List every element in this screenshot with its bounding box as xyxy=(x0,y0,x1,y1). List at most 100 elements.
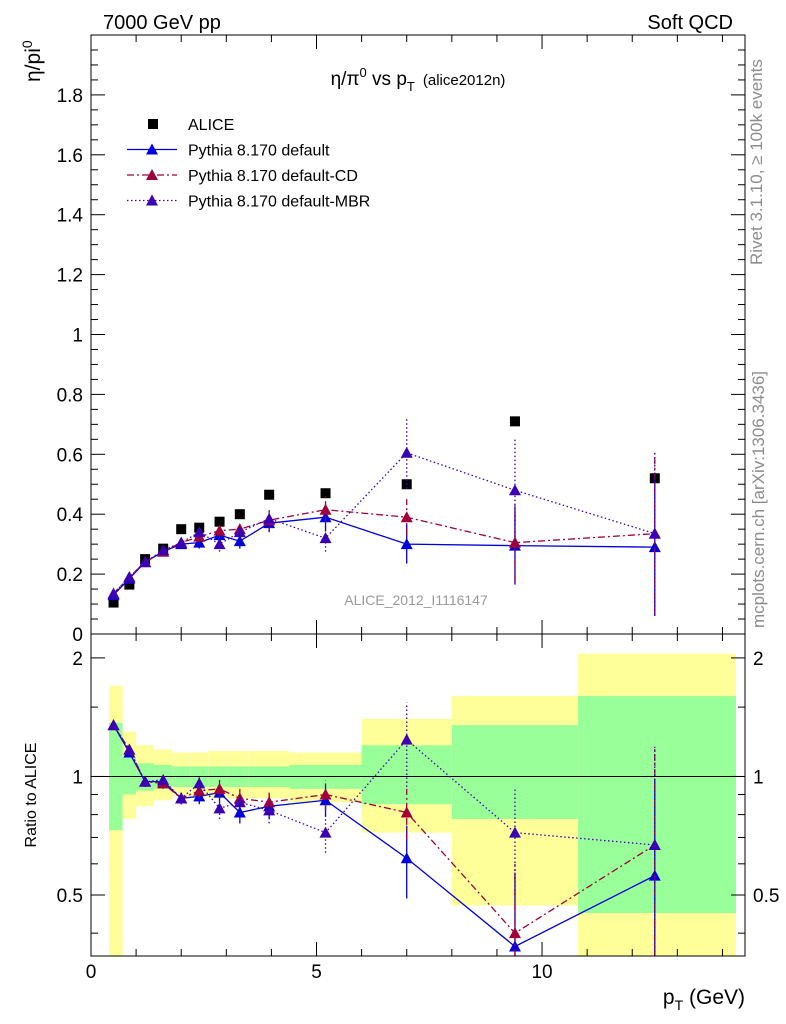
data-point-mbr xyxy=(139,556,152,568)
ratio-marks xyxy=(107,702,661,956)
legend-marker-cd xyxy=(146,169,158,180)
ratio-ytick-label-right: 2 xyxy=(753,649,764,670)
uncertainty-band-inner xyxy=(451,725,579,819)
data-point-mbr xyxy=(157,544,170,556)
main-ytick-label: 1 xyxy=(72,326,83,347)
data-point-mbr xyxy=(508,484,521,496)
title-main: η/π xyxy=(331,69,360,90)
data-point-data xyxy=(124,579,135,590)
ratio-point-mbr xyxy=(400,733,413,745)
xlabel-sub: T xyxy=(675,997,684,1013)
data-point-mbr xyxy=(213,538,226,550)
main-ytick-label: 1.8 xyxy=(57,86,83,107)
legend-label-mbr: Pythia 8.170 default-MBR xyxy=(188,194,370,211)
data-point-mbr xyxy=(233,526,246,538)
series-line-cd xyxy=(113,509,655,595)
ratio-xlabel: pT (GeV) xyxy=(663,986,745,1013)
ratio-xtick-label: 0 xyxy=(86,962,97,983)
ratio-ylabel: Ratio to ALICE xyxy=(23,743,40,848)
uncertainty-band-inner xyxy=(122,757,137,795)
data-point-data xyxy=(108,597,119,608)
legend-entry-mbr: Pythia 8.170 default-MBR xyxy=(127,194,370,211)
data-point-mbr xyxy=(123,571,136,583)
series-mbr xyxy=(107,416,661,615)
main-ylabel-sup: 0 xyxy=(19,40,35,48)
data-point-data xyxy=(320,488,331,499)
rivet-version-text: Rivet 3.1.10, ≥ 100k events xyxy=(747,59,766,265)
ratio-bands xyxy=(109,653,736,956)
mcplots-reference-text: mcplots.cern.ch [arXiv:1306.3436] xyxy=(749,371,768,628)
ratio-point-mbr xyxy=(193,777,206,789)
legend: ALICE Pythia 8.170 default Pythia 8.170 de… xyxy=(127,117,370,211)
main-ytick-label: 1.6 xyxy=(57,146,83,167)
ratio-point-mbr xyxy=(175,792,188,804)
ratio-point-mbr xyxy=(123,743,136,755)
ratio-xtick-label: 10 xyxy=(531,962,552,983)
ratio-panel: 0.5 0.5 1 1 2 2 0 5 10 Ratio to ALICE pT (GeV) xyxy=(23,633,779,1013)
ratio-point-mbr xyxy=(139,775,152,787)
main-axes: 0 0.2 0.4 0.6 0.8 1 1.2 1.4 1.6 1.8 xyxy=(57,35,745,646)
data-point-mbr xyxy=(175,536,188,548)
legend-label-default: Pythia 8.170 default xyxy=(188,143,330,160)
main-panel: 00.20.40.60.811.21.41.61.8 η/π0 vs pT (al… xyxy=(19,34,746,646)
ratio-point-cd xyxy=(508,927,521,939)
data-point-default xyxy=(400,538,413,550)
data-point-data xyxy=(176,524,187,535)
series-data xyxy=(108,416,660,608)
header-right: Soft QCD xyxy=(647,12,733,34)
ratio-point-mbr xyxy=(263,804,276,816)
data-point-mbr xyxy=(648,527,661,539)
data-point-mbr xyxy=(107,587,120,599)
legend-entry-cd: Pythia 8.170 default-CD xyxy=(127,168,358,185)
legend-marker-data xyxy=(148,119,158,129)
ratio-point-default xyxy=(400,852,413,864)
ratio-point-cd xyxy=(213,782,226,794)
main-ytick-label: 0.8 xyxy=(57,385,83,406)
main-ytick-label: 0.4 xyxy=(57,505,84,526)
series-cd xyxy=(107,452,661,615)
main-ylabel: η/pi0 xyxy=(19,40,45,82)
title-mid: vs p xyxy=(367,69,407,90)
xlabel-p: p xyxy=(663,986,675,1009)
ratio-ytick-label-right: 1 xyxy=(753,767,764,788)
watermark: ALICE_2012_I1116147 xyxy=(344,592,488,608)
ratio-ytick-label-right: 0.5 xyxy=(753,886,779,907)
data-point-mbr xyxy=(193,526,206,538)
ratio-point-mbr xyxy=(319,826,332,838)
main-ytick-label: 1.2 xyxy=(57,266,83,287)
ratio-frame xyxy=(90,633,746,957)
ratio-point-mbr xyxy=(107,719,120,731)
ratio-point-mbr xyxy=(648,838,661,850)
legend-entry-data: ALICE xyxy=(148,117,234,134)
xlabel-unit: (GeV) xyxy=(683,986,745,1009)
ratio-ytick-label: 0.5 xyxy=(57,886,83,907)
data-point-cd xyxy=(319,503,332,515)
ratio-point-cd xyxy=(400,806,413,818)
header-left: 7000 GeV pp xyxy=(103,12,221,34)
ratio-point-mbr xyxy=(213,802,226,814)
data-point-data xyxy=(264,489,275,500)
data-point-cd xyxy=(400,511,413,523)
data-point-data xyxy=(234,509,245,520)
main-ylabel-text: η/pi xyxy=(22,48,45,82)
ratio-point-mbr xyxy=(157,773,170,785)
main-marks xyxy=(107,416,661,617)
legend-label-data: ALICE xyxy=(188,117,234,134)
data-point-default xyxy=(233,535,246,547)
main-ytick-label: 0.6 xyxy=(57,445,83,466)
data-point-mbr xyxy=(263,512,276,524)
ratio-point-cd xyxy=(319,788,332,800)
main-ytick-label: 1.4 xyxy=(57,206,84,227)
legend-label-cd: Pythia 8.170 default-CD xyxy=(188,168,358,185)
data-point-data xyxy=(214,516,225,527)
ratio-series-mbr xyxy=(107,702,661,956)
data-point-cd xyxy=(508,536,521,548)
ratio-point-cd xyxy=(263,796,276,808)
legend-entry-default: Pythia 8.170 default xyxy=(127,143,330,160)
title-sub: T xyxy=(407,79,415,94)
legend-marker-default xyxy=(146,143,158,155)
main-title: η/π0 vs pT (alice2012n) xyxy=(331,65,506,94)
data-point-data xyxy=(509,416,520,427)
title-tag: (alice2012n) xyxy=(423,72,506,89)
